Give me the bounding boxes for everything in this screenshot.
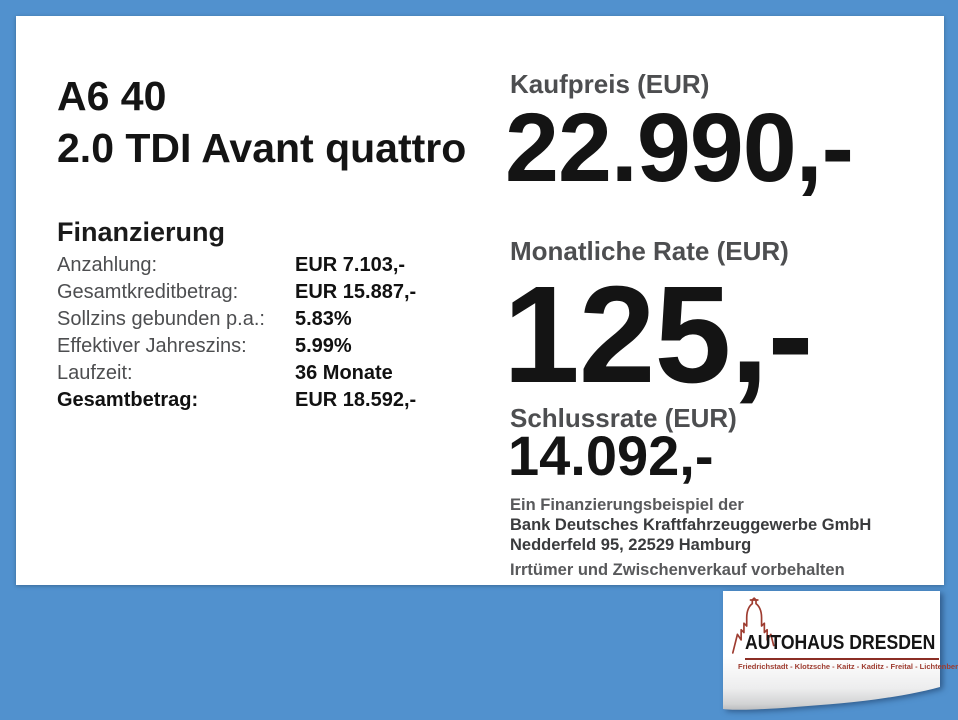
purchase-price-label: Kaufpreis (EUR) [510,69,710,99]
dealer-logo-card: AUTOHAUS DRESDEN Friedrichstadt - Klotzs… [722,591,958,715]
row-value: EUR 18.592,- [295,389,417,411]
bank-address: Nedderfeld 95, 22529 Hamburg [510,536,752,554]
table-row: Sollzins gebunden p.a.: 5.83% [57,306,467,333]
financing-heading: Finanzierung [57,217,225,247]
bank-name: Bank Deutsches Kraftfahrzeuggewerbe GmbH [510,516,872,534]
disclaimer-intro: Ein Finanzierungsbeispiel der [510,496,744,514]
final-rate-label: Schlussrate (EUR) [510,403,737,433]
table-row: Laufzeit: 36 Monate [57,360,467,387]
content-card [16,16,944,585]
errors-disclaimer: Irrtümer und Zwischenverkauf vorbehalten [510,561,845,579]
financing-table: Anzahlung: EUR 7.103,- Gesamtkreditbetra… [57,252,467,414]
dealer-locations: Friedrichstadt - Klotzsche - Kaitz - Kad… [738,662,958,671]
row-label: Laufzeit: [57,362,133,384]
row-label: Anzahlung: [57,254,158,276]
logo-card-shape [723,591,940,710]
row-label: Gesamtkreditbetrag: [57,281,239,303]
row-value: 36 Monate [295,362,393,384]
row-label: Sollzins gebunden p.a.: [57,308,265,330]
row-value: EUR 7.103,- [295,254,406,276]
vehicle-title-line1: A6 40 [57,73,167,119]
dresden-skyline-icon [731,597,775,654]
logo-divider [745,658,939,660]
table-row: Effektiver Jahreszins: 5.99% [57,333,467,360]
row-label: Gesamtbetrag: [57,389,199,411]
dealer-name: AUTOHAUS DRESDEN [745,632,936,654]
vehicle-title-line2: 2.0 TDI Avant quattro [57,125,467,171]
purchase-price-value: 22.990,- [505,93,854,202]
monthly-rate-value: 125,- [503,258,814,412]
row-value: 5.99% [295,335,352,357]
final-rate-value: 14.092,- [508,424,714,487]
monthly-rate-label: Monatliche Rate (EUR) [510,236,789,266]
table-row: Gesamtkreditbetrag: EUR 15.887,- [57,279,467,306]
table-row-total: Gesamtbetrag: EUR 18.592,- [57,387,467,414]
row-label: Effektiver Jahreszins: [57,335,247,357]
row-value: EUR 15.887,- [295,281,417,303]
row-value: 5.83% [295,308,352,330]
table-row: Anzahlung: EUR 7.103,- [57,252,467,279]
vehicle-title: A6 40 2.0 TDI Avant quattro [57,70,466,174]
